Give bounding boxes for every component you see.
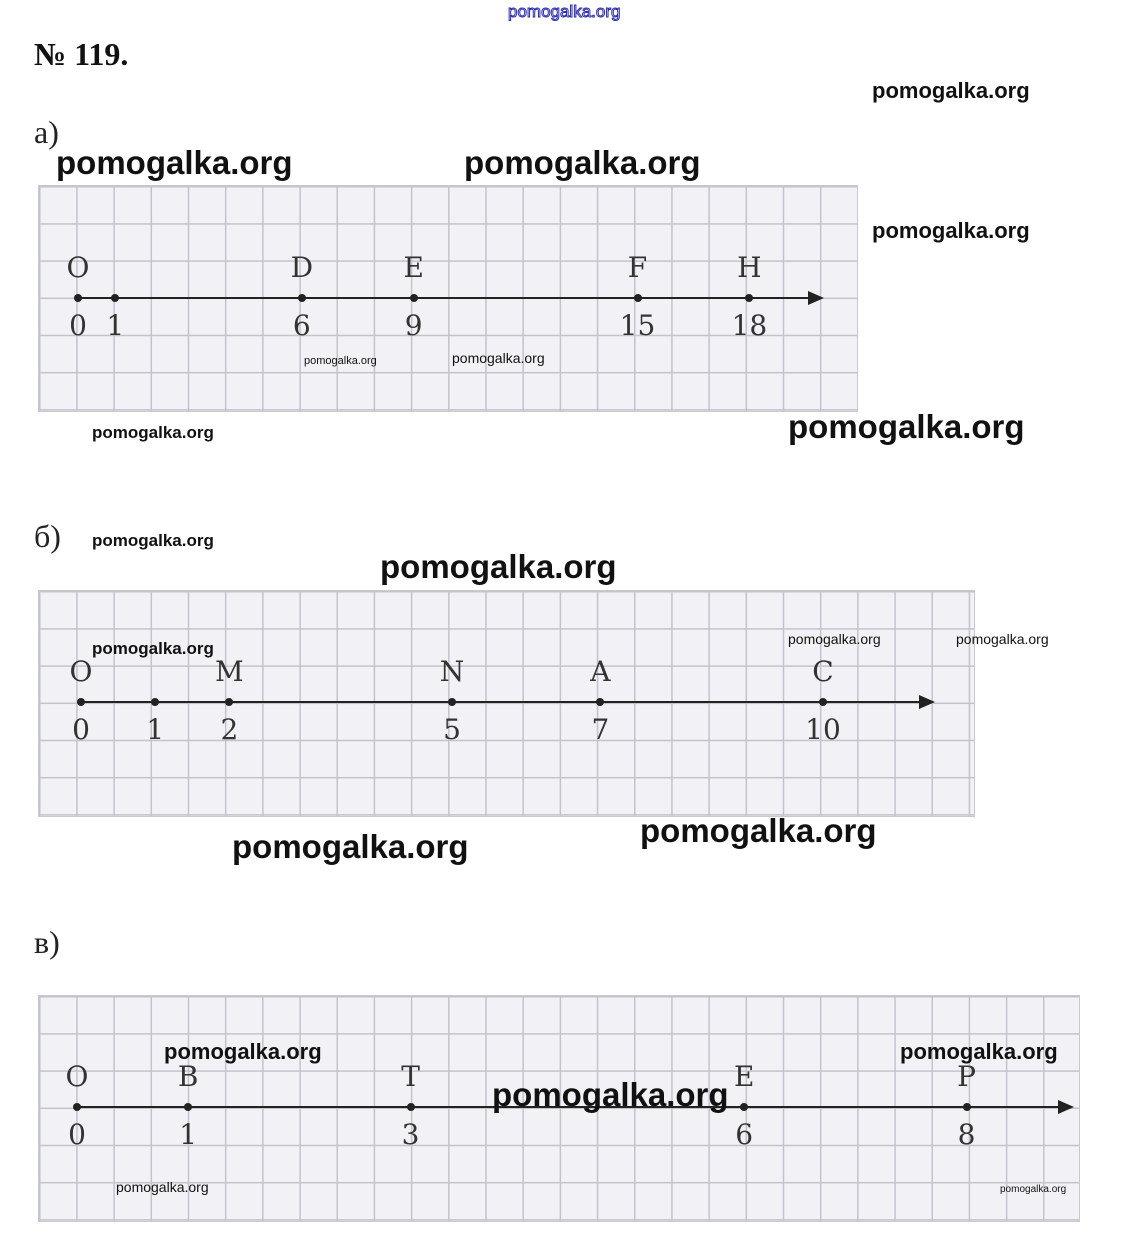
arrow-icon [919,695,935,709]
tick-label: 0 [72,713,90,746]
arrow-icon [808,291,824,305]
point-marker [962,1103,971,1111]
point-letter: D [290,251,314,284]
watermark: pomogalka.org [788,631,881,647]
point-marker [596,698,605,706]
point-marker [448,698,456,706]
tick-label: 10 [805,713,841,746]
point-letter: O [66,251,90,284]
point-marker [740,1103,749,1111]
axis-line [78,297,812,299]
watermark: pomogalka.org [92,639,214,658]
part-b-label: б) [34,518,61,554]
point-letter: C [812,655,834,688]
point-marker [819,698,827,706]
watermark: pomogalka.org [872,78,1030,103]
point-letter: O [69,655,93,688]
point-letter: T [401,1060,420,1093]
axis-line [77,1106,1062,1108]
watermark: pomogalka.org [164,1039,322,1064]
tick-label: 1 [179,1118,198,1151]
point-marker [745,294,754,302]
watermark: pomogalka.org [464,144,701,181]
watermark-top: pomogalka.org [507,2,621,22]
tick-label: 9 [404,309,423,342]
point-letter: O [65,1060,89,1093]
point-marker [151,698,160,706]
point-marker [74,294,82,302]
watermark: pomogalka.org [92,531,214,550]
point-marker [73,1103,81,1111]
point-letter: E [403,251,424,284]
grid-b [38,590,975,817]
watermark: pomogalka.org [956,631,1049,647]
part-a-label: а) [34,114,59,150]
tick-label: 1 [106,309,125,342]
grid-c [38,995,1080,1222]
point-letter: M [215,655,244,688]
point-letter: H [737,251,762,284]
point-marker [409,294,418,302]
watermark: pomogalka.org [640,812,877,849]
point-marker [225,698,234,706]
watermark: pomogalka.org [232,828,469,865]
watermark: pomogalka.org [872,218,1030,243]
point-marker [633,294,642,302]
watermark: pomogalka.org [900,1039,1058,1064]
axis-line [81,701,923,703]
point-marker [77,698,85,706]
point-letter: A [590,655,611,688]
watermark: pomogalka.org [380,548,617,585]
tick-label: 0 [69,309,87,342]
exercise-title: № 119. [34,36,129,72]
point-letter: N [439,655,465,688]
point-marker [297,294,306,302]
tick-label: 7 [591,713,610,746]
tick-label: 6 [735,1118,754,1151]
watermark: pomogalka.org [56,144,293,181]
tick-label: 3 [401,1118,420,1151]
point-marker [111,294,120,302]
watermark: pomogalka.org [788,408,1025,445]
watermark: pomogalka.org [304,355,377,367]
part-c-label: в) [34,924,60,960]
tick-label: 1 [146,713,165,746]
watermark: pomogalka.org [92,423,214,442]
tick-label: 0 [68,1118,86,1151]
tick-label: 2 [220,713,239,746]
point-letter: E [733,1060,755,1093]
point-letter: F [627,251,648,284]
point-letter: P [957,1060,977,1093]
tick-label: 18 [731,309,768,342]
tick-label: 8 [957,1118,976,1151]
tick-label: 15 [619,309,656,342]
watermark: pomogalka.org [116,1179,209,1195]
watermark: pomogalka.org [1000,1184,1067,1195]
tick-label: 6 [292,309,311,342]
tick-label: 5 [443,713,461,746]
point-letter: B [177,1060,199,1093]
watermark: pomogalka.org [492,1076,729,1113]
point-marker [406,1103,415,1111]
point-marker [184,1103,193,1111]
watermark: pomogalka.org [452,350,545,366]
arrow-icon [1058,1100,1074,1114]
